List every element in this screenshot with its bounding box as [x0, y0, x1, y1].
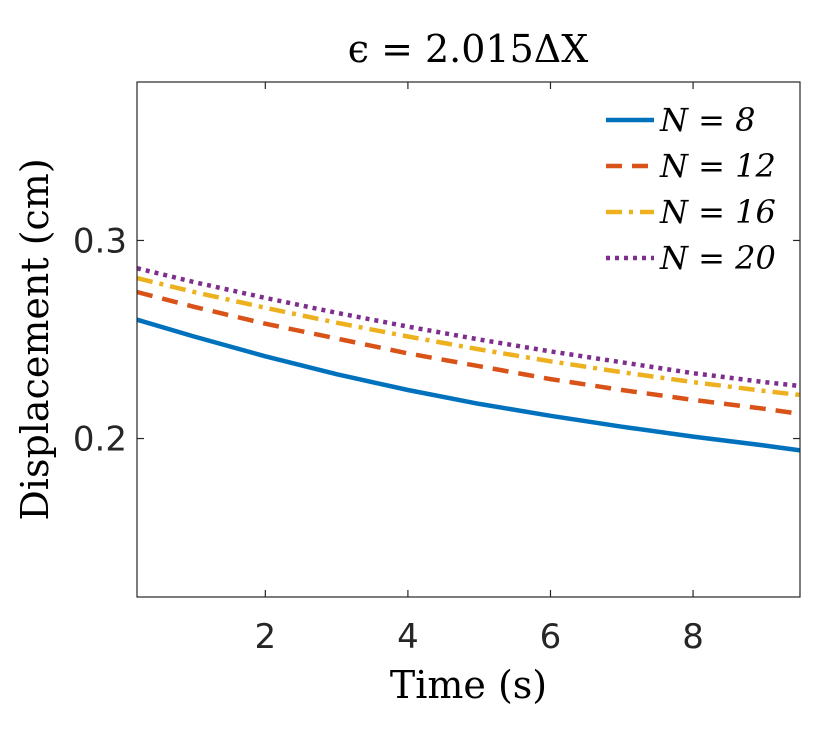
x-axis-title: Time (s): [390, 663, 547, 707]
series-line-4: [136, 266, 801, 389]
legend-label-2: N = 12: [659, 147, 776, 185]
series-line-3: [136, 275, 801, 398]
plot-area-frame: [136, 81, 801, 598]
y-tick-label: 0.3: [73, 221, 127, 261]
chart-title: ϵ = 2.015ΔX: [348, 27, 589, 71]
x-tick-label: 8: [682, 617, 704, 657]
x-tick-label: 4: [397, 617, 419, 657]
legend-label-4: N = 20: [659, 239, 776, 277]
legend-label-3: N = 16: [659, 193, 776, 231]
x-tick-label: 2: [255, 617, 277, 657]
y-axis-title: Displacement (cm): [13, 158, 57, 520]
x-tick-label: 6: [540, 617, 562, 657]
y-axis: 0.2 0.3: [73, 221, 800, 460]
legend-label-1: N = 8: [659, 101, 756, 139]
y-tick-label: 0.2: [73, 420, 127, 460]
legend: N = 8 N = 12 N = 16 N = 20: [606, 101, 776, 277]
plot-series-group: [136, 266, 801, 453]
series-line-1: [136, 317, 801, 453]
series-line-2: [136, 289, 801, 417]
x-axis: 2 4 6 8: [255, 82, 704, 657]
